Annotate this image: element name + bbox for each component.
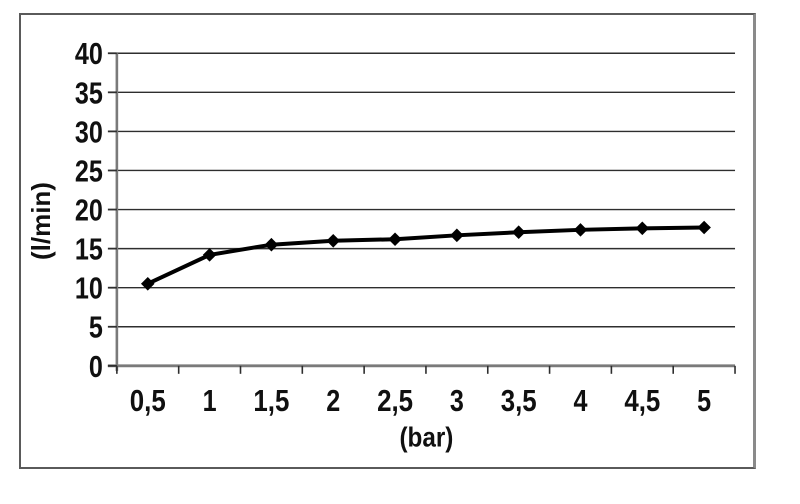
data-point-marker-0.5 <box>140 276 155 291</box>
y-tick-label-20: 20 <box>75 193 103 228</box>
y-tick-label-0: 0 <box>89 349 103 384</box>
x-axis-label: (bar) <box>399 422 453 453</box>
x-tick-label-4: 4 <box>573 383 588 418</box>
gridlines-layer <box>116 52 736 328</box>
y-tick-label-15: 15 <box>75 232 103 267</box>
y-tick-label-40: 40 <box>75 36 103 71</box>
x-tick-label-5: 5 <box>697 383 711 418</box>
chart-frame: 0 5 10 15 20 25 30 35 40 0,5 1 1,5 2 2,5 3 3,5 4 4,5 5 (l/… <box>19 13 756 469</box>
y-tick-label-30: 30 <box>75 114 103 149</box>
y-tick-label-5: 5 <box>89 310 103 345</box>
y-tick-label-35: 35 <box>75 75 103 110</box>
data-point-marker-1 <box>202 248 217 262</box>
data-series-layer <box>140 220 711 291</box>
y-axis-label: (l/min) <box>26 182 56 260</box>
axes-layer <box>107 53 736 371</box>
tick-labels-layer: 0 5 10 15 20 25 30 35 40 0,5 1 1,5 2 2,5 3 3,5 4 4,5 5 <box>75 36 711 418</box>
x-tick-label-4,5: 4,5 <box>624 383 660 418</box>
x-tick-label-1,5: 1,5 <box>253 383 289 418</box>
data-point-marker-3.5 <box>511 225 526 239</box>
data-point-marker-2.5 <box>388 232 402 247</box>
flow-vs-pressure-line-chart: 0 5 10 15 20 25 30 35 40 0,5 1 1,5 2 2,5 3 3,5 4 4,5 5 (l/… <box>26 36 736 453</box>
x-tick-label-3: 3 <box>450 383 464 418</box>
x-tick-label-2,5: 2,5 <box>377 383 413 418</box>
data-point-marker-2 <box>326 234 341 248</box>
x-tick-label-3,5: 3,5 <box>501 383 537 418</box>
ticks-layer <box>107 52 736 374</box>
data-line-flow-rate <box>146 225 705 286</box>
data-point-marker-4 <box>573 223 588 237</box>
y-tick-label-25: 25 <box>75 153 103 188</box>
x-tick-label-2: 2 <box>326 383 340 418</box>
data-point-marker-3 <box>450 228 464 243</box>
x-tick-label-1: 1 <box>203 383 217 418</box>
data-point-marker-1.5 <box>264 237 279 252</box>
data-point-marker-4.5 <box>635 221 650 236</box>
data-point-marker-5 <box>697 220 711 235</box>
y-tick-label-10: 10 <box>75 271 103 306</box>
x-tick-label-0,5: 0,5 <box>130 383 166 418</box>
